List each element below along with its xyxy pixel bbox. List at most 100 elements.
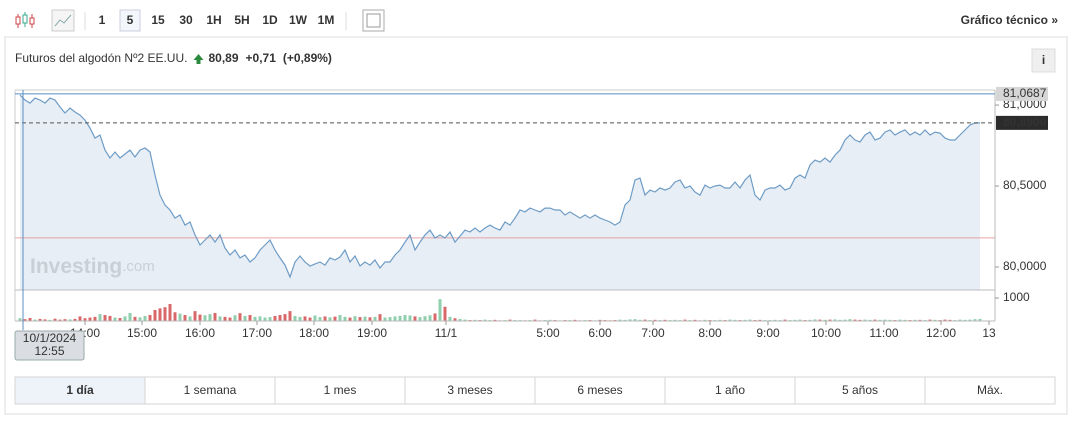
volume-bar — [128, 312, 132, 321]
volume-bar — [843, 319, 847, 321]
volume-bar — [813, 319, 817, 321]
x-tick-label: 11/1 — [435, 326, 458, 340]
x-tick-label: 19:00 — [357, 326, 387, 340]
volume-bar — [68, 319, 72, 321]
volume-bar — [438, 299, 442, 321]
volume-bar — [633, 319, 637, 321]
volume-bar — [73, 318, 77, 321]
volume-bar — [288, 311, 292, 321]
volume-bar — [88, 317, 92, 321]
price-line — [19, 94, 981, 279]
volume-bar — [643, 319, 647, 321]
interval-button[interactable]: 1M — [318, 13, 335, 27]
crosshair-date: 10/1/2024 — [23, 331, 77, 345]
technical-chart-link[interactable]: Gráfico técnico » — [961, 13, 1059, 27]
volume-bar — [343, 316, 347, 321]
volume-bar — [743, 319, 747, 321]
volume-bar — [433, 313, 437, 321]
volume-bar — [338, 315, 342, 321]
range-label[interactable]: 6 meses — [577, 383, 622, 397]
volume-bar — [818, 319, 822, 321]
range-button[interactable] — [14, 376, 146, 405]
line-icon[interactable] — [51, 9, 75, 32]
info-button[interactable] — [1031, 48, 1056, 73]
volume-bar — [108, 315, 112, 321]
volume-bar — [238, 313, 242, 321]
table-icon[interactable] — [362, 9, 385, 32]
interval-button[interactable]: 5 — [127, 13, 134, 27]
volume-bar — [373, 316, 377, 321]
interval-button[interactable]: 1W — [289, 13, 308, 27]
volume-bar — [93, 316, 97, 321]
volume-bar — [388, 317, 392, 321]
volume-bar — [43, 319, 47, 321]
volume-bar — [318, 317, 322, 321]
volume-bar — [223, 316, 227, 321]
volume-bar — [213, 312, 217, 321]
range-bar: 1 día 1 semana 1 mes 3 meses 6 meses 1 año 5 a… — [14, 376, 1056, 405]
up-arrow — [193, 54, 204, 64]
interval-button[interactable]: 15 — [151, 13, 165, 27]
volume-bar — [873, 319, 877, 321]
range-button[interactable] — [274, 376, 406, 405]
volume-bar — [423, 316, 427, 321]
volume-bar — [393, 316, 397, 321]
volume-bar — [663, 319, 667, 321]
volume-bar — [203, 315, 207, 321]
range-label[interactable]: 1 año — [715, 383, 745, 397]
volume-bar — [303, 316, 307, 321]
interval-button[interactable]: 1H — [206, 13, 221, 27]
volume-bar — [618, 319, 622, 321]
volume-bar — [333, 316, 337, 321]
range-label[interactable]: 5 años — [842, 383, 878, 397]
volume-bar — [168, 304, 172, 321]
volume-bar — [683, 319, 687, 321]
x-tick-label: 10:00 — [811, 326, 841, 340]
range-label[interactable]: Máx. — [977, 383, 1003, 397]
interval-button[interactable]: 30 — [179, 13, 193, 27]
info-label[interactable]: i — [1042, 53, 1045, 67]
volume-bar — [178, 313, 182, 321]
candle-icon[interactable] — [15, 12, 35, 28]
interval-button[interactable]: 1D — [262, 13, 278, 27]
high-label-box — [996, 86, 1048, 101]
volume-bar — [978, 318, 982, 321]
x-tick-label: 12:00 — [926, 326, 956, 340]
volume-bar — [208, 314, 212, 321]
volume-bar — [18, 318, 22, 321]
range-button[interactable] — [404, 376, 536, 405]
volume-bar — [718, 319, 722, 321]
volume-bar — [258, 316, 262, 321]
x-tick-label: 15:00 — [127, 326, 157, 340]
interval-button[interactable]: 5H — [234, 13, 249, 27]
interval-selected[interactable] — [119, 9, 141, 32]
plot: Investing.com81,000080,500080,0000100014… — [14, 86, 1048, 361]
range-button[interactable] — [664, 376, 796, 405]
volume-bar — [118, 318, 122, 321]
volume-bar — [628, 319, 632, 321]
volume-bar — [913, 319, 917, 321]
range-label[interactable]: 3 meses — [447, 383, 492, 397]
volume-bar — [313, 315, 317, 321]
volume-bar — [358, 317, 362, 321]
range-label[interactable]: 1 mes — [324, 383, 357, 397]
range-button[interactable] — [144, 376, 276, 405]
range-label[interactable]: 1 semana — [184, 383, 237, 397]
volume-bar — [413, 316, 417, 321]
crosshair-time: 12:55 — [34, 344, 64, 358]
volume-bar — [903, 319, 907, 321]
high-label: 81,0687 — [1003, 86, 1047, 100]
range-button[interactable] — [794, 376, 926, 405]
range-label[interactable]: 1 día — [66, 383, 94, 397]
volume-bar — [808, 319, 812, 321]
volume-bar — [693, 319, 697, 321]
x-tick-label: 13 — [982, 326, 996, 340]
interval-button[interactable]: 1 — [99, 13, 106, 27]
volume-bar — [758, 319, 762, 321]
volume-bar — [173, 312, 177, 321]
price-area — [20, 95, 980, 290]
x-tick-label: 11:00 — [869, 326, 898, 340]
range-button[interactable] — [924, 376, 1056, 405]
